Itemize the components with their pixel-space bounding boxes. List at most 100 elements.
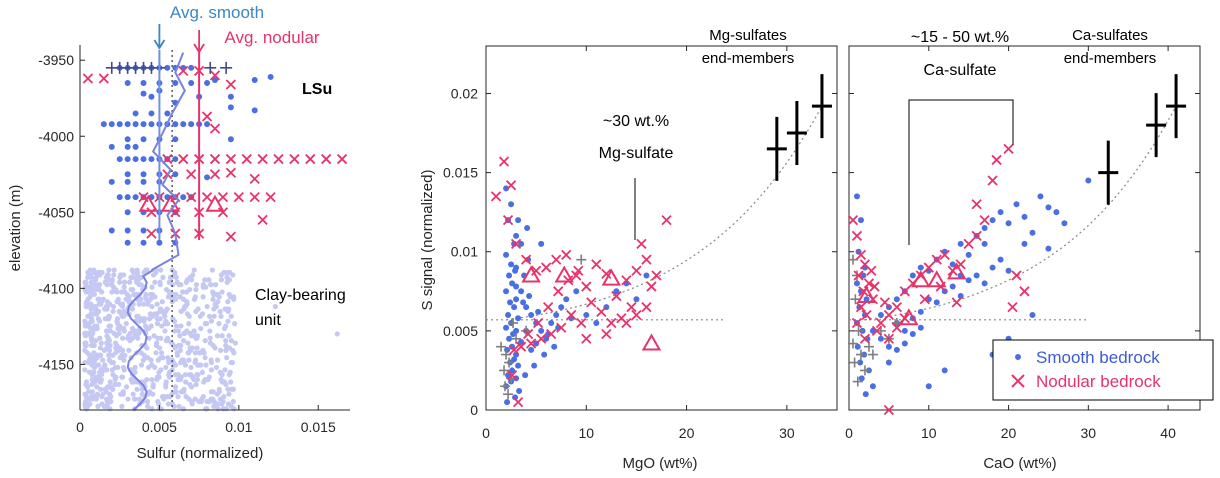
smooth-point: [227, 136, 234, 143]
right-smooth-point: [1053, 209, 1060, 216]
mid-x-tick-label: 0: [482, 425, 490, 441]
clay-point: [158, 335, 164, 341]
mid-smooth-point: [548, 319, 555, 326]
right-nodular-triangle: [927, 270, 947, 288]
clay-point: [110, 308, 116, 315]
clay-point: [232, 321, 238, 327]
smooth-point: [204, 121, 211, 128]
clay-point: [189, 401, 195, 407]
right-smooth-point: [1037, 193, 1044, 200]
clay-point: [146, 335, 152, 341]
right-smooth-point: [957, 240, 964, 247]
clay-point: [92, 364, 98, 371]
clay-point: [123, 384, 130, 390]
nodular-point: [321, 153, 332, 165]
right-gray-point: [849, 357, 860, 368]
mid-nodular-point: [531, 265, 542, 276]
smooth-point: [100, 121, 107, 128]
clay-point: [93, 338, 99, 344]
clay-point: [107, 323, 114, 329]
clay-point: [110, 386, 116, 392]
nodular-point: [178, 65, 189, 76]
clay-point: [94, 325, 100, 332]
mid-smooth-point: [503, 251, 510, 258]
smooth-point: [124, 227, 131, 234]
clay-point: [84, 384, 91, 390]
clay-point: [231, 350, 237, 356]
right-nodular-point: [869, 281, 880, 292]
clay-point: [206, 313, 213, 319]
mid-smooth-point: [518, 240, 525, 247]
clay-point: [146, 316, 153, 322]
smooth-point: [116, 156, 123, 163]
clay-point: [131, 396, 138, 402]
clay-point: [119, 403, 125, 409]
clay-point: [223, 381, 229, 388]
mid-gray-point: [504, 357, 515, 368]
mid-smooth-point: [506, 335, 513, 342]
clay-point: [157, 282, 163, 288]
nodular-point: [249, 173, 260, 184]
mid-nodular-point: [581, 333, 592, 344]
clay-point: [226, 391, 232, 397]
smooth-point: [204, 80, 211, 87]
clay-point: [112, 376, 118, 383]
smooth-point: [204, 174, 211, 181]
nodular-point: [289, 153, 300, 165]
clay-point: [181, 338, 187, 344]
clay-point: [156, 345, 163, 351]
clay-point: [82, 342, 88, 349]
right-smooth-point: [917, 324, 924, 331]
left-y-tick-label: -4150: [38, 356, 74, 372]
clay-point: [211, 403, 217, 409]
clay-point: [149, 303, 155, 310]
mid-smooth-point: [528, 312, 535, 319]
legend-smooth-label: Smooth bedrock: [1036, 348, 1160, 367]
mid-smooth-point: [528, 346, 535, 353]
clay-point: [212, 345, 218, 351]
mid-smooth-point: [510, 331, 517, 338]
nodular-point: [241, 153, 252, 165]
clay-point: [136, 301, 142, 307]
clay-point: [141, 301, 147, 307]
clay-point: [156, 401, 162, 407]
legend-box: [992, 339, 1214, 401]
smooth-point: [188, 80, 195, 87]
right-gray-point: [891, 317, 902, 328]
right-smooth-point: [909, 331, 916, 338]
clay-point: [203, 362, 209, 368]
clay-point: [82, 333, 89, 339]
clay-point: [120, 313, 126, 319]
mid-nodular-point: [563, 275, 574, 286]
clay-point: [204, 303, 210, 310]
clay-point: [204, 398, 210, 405]
clay-point: [272, 303, 278, 310]
right-ticks: 0 10 20 30 40: [845, 46, 1200, 441]
clay-point: [130, 286, 136, 293]
clay-point: [197, 313, 203, 319]
ca-endmembers-line1: Ca-sulfates: [1072, 27, 1148, 44]
nodular-point: [225, 231, 237, 242]
clay-point: [136, 318, 143, 324]
left-panel-points: [82, 24, 348, 410]
clay-point: [116, 279, 123, 285]
clay-point: [224, 269, 230, 276]
clay-point: [173, 274, 179, 280]
left-y-tick-label: -3950: [38, 52, 74, 68]
clay-point: [110, 303, 117, 310]
mid-smooth-point: [504, 346, 511, 353]
lsu-average-line: [151, 52, 186, 271]
clay-point: [89, 342, 95, 349]
left-x-tick-label: 0.015: [301, 419, 336, 435]
clay-point: [154, 321, 161, 327]
left-xlabel: Sulfur (normalized): [137, 445, 264, 462]
clay-point: [228, 379, 234, 385]
mid-nodular-point: [631, 309, 642, 321]
clay-point: [192, 350, 198, 356]
clay-point: [172, 345, 178, 351]
smooth-point: [124, 239, 131, 246]
right-nodular-point: [863, 278, 875, 289]
mid-x-tick-label: 30: [779, 425, 795, 441]
smooth-point: [124, 209, 131, 216]
